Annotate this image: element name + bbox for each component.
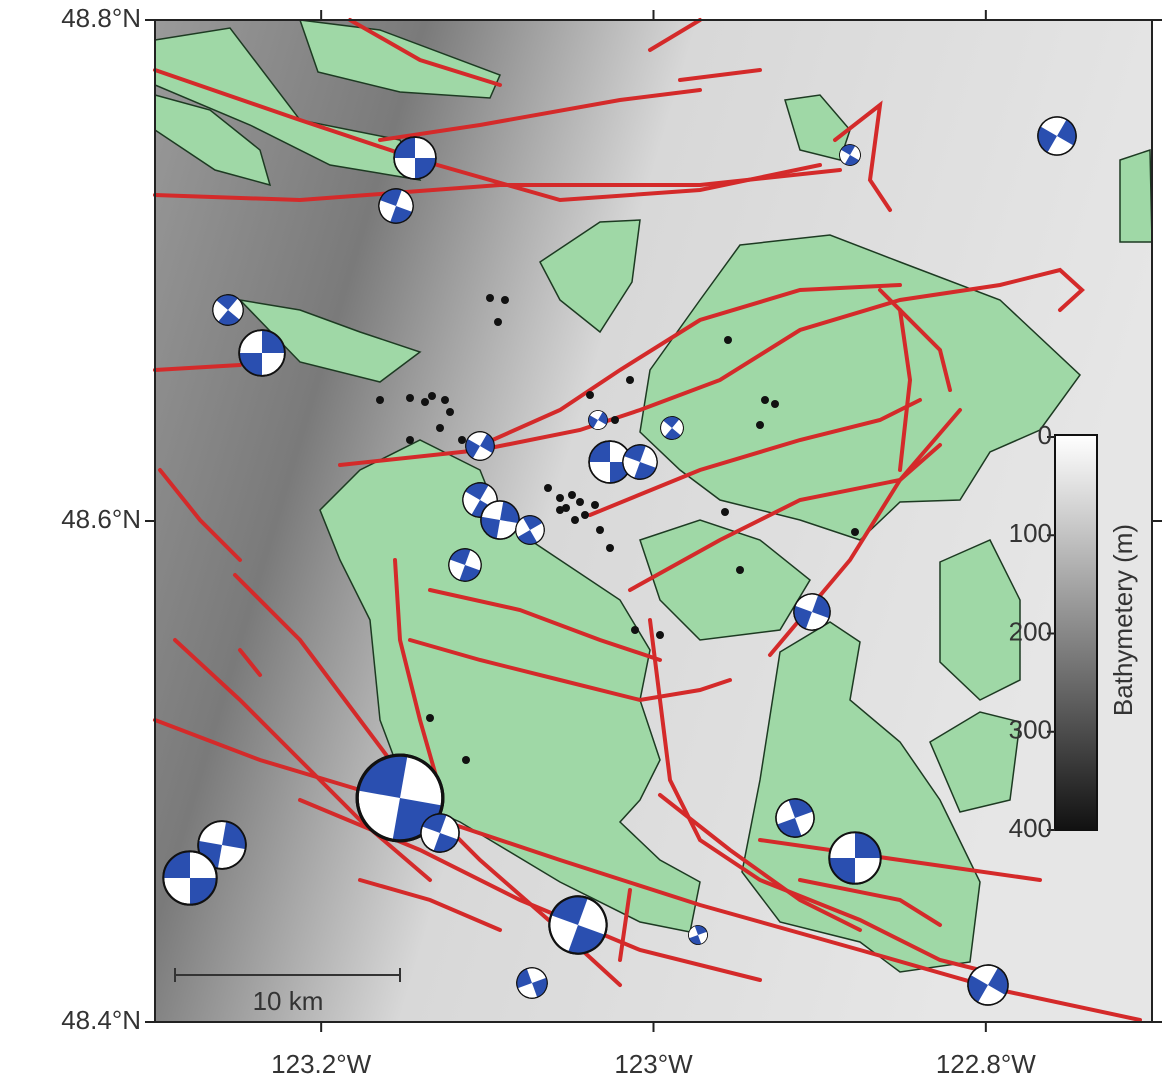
earthquake-epicenter — [568, 491, 576, 499]
earthquake-epicenter — [494, 318, 502, 326]
lat-tick-label: 48.4°N — [61, 1005, 141, 1035]
earthquake-epicenter — [756, 421, 764, 429]
earthquake-epicenter — [611, 416, 619, 424]
colorbar-title: Bathymetery (m) — [1108, 524, 1138, 716]
earthquake-epicenter — [501, 296, 509, 304]
earthquake-epicenter — [428, 392, 436, 400]
earthquake-epicenter — [851, 528, 859, 536]
scale-bar-label: 10 km — [253, 986, 324, 1016]
earthquake-epicenter — [458, 436, 466, 444]
focal-mechanism — [394, 137, 436, 179]
colorbar — [1055, 435, 1097, 830]
earthquake-epicenter — [556, 494, 564, 502]
earthquake-epicenter — [406, 394, 414, 402]
island — [1120, 150, 1152, 242]
earthquake-epicenter — [441, 396, 449, 404]
colorbar-tick-label: 100 — [1009, 518, 1052, 548]
colorbar-tick-label: 200 — [1009, 616, 1052, 646]
lon-tick-label: 123.2°W — [271, 1049, 371, 1079]
earthquake-epicenter — [771, 400, 779, 408]
lat-tick-label: 48.8°N — [61, 3, 141, 33]
lon-tick-label: 123°W — [614, 1049, 693, 1079]
earthquake-epicenter — [376, 396, 384, 404]
earthquake-epicenter — [462, 756, 470, 764]
earthquake-epicenter — [581, 511, 589, 519]
earthquake-epicenter — [631, 626, 639, 634]
earthquake-epicenter — [544, 484, 552, 492]
focal-mechanism — [239, 330, 285, 376]
earthquake-epicenter — [656, 631, 664, 639]
map-figure: 10 km Bathymetery (m) 48.8°N 48.6°N 48.4°N… — [0, 0, 1165, 1085]
earthquake-epicenter — [591, 501, 599, 509]
earthquake-epicenter — [576, 498, 584, 506]
earthquake-epicenter — [571, 516, 579, 524]
earthquake-epicenter — [436, 424, 444, 432]
earthquake-epicenter — [421, 398, 429, 406]
focal-mechanism — [163, 851, 216, 904]
earthquake-epicenter — [736, 566, 744, 574]
lon-tick-label: 122.8°W — [936, 1049, 1036, 1079]
earthquake-epicenter — [446, 408, 454, 416]
colorbar-tick-label: 300 — [1009, 715, 1052, 745]
focal-mechanism — [829, 832, 880, 883]
earthquake-epicenter — [721, 508, 729, 516]
earthquake-epicenter — [596, 526, 604, 534]
earthquake-epicenter — [724, 336, 732, 344]
colorbar-tick-label: 400 — [1009, 813, 1052, 843]
earthquake-epicenter — [761, 396, 769, 404]
earthquake-epicenter — [406, 436, 414, 444]
lat-tick-label: 48.6°N — [61, 504, 141, 534]
earthquake-epicenter — [606, 544, 614, 552]
earthquake-epicenter — [586, 391, 594, 399]
earthquake-epicenter — [626, 376, 634, 384]
earthquake-epicenter — [556, 506, 564, 514]
colorbar-tick-label: 0 — [1038, 420, 1052, 450]
earthquake-epicenter — [426, 714, 434, 722]
earthquake-epicenter — [486, 294, 494, 302]
